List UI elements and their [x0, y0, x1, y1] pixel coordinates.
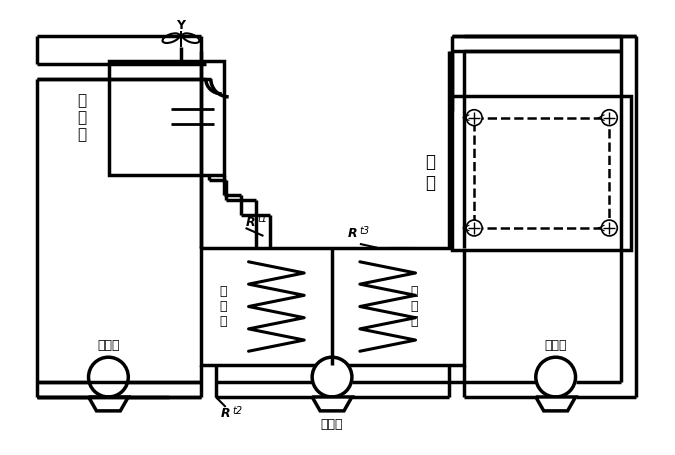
Circle shape — [88, 357, 128, 397]
Text: Y: Y — [176, 19, 186, 32]
Text: t1: t1 — [257, 214, 267, 224]
Bar — [474, 118, 610, 228]
Bar — [452, 96, 631, 250]
Polygon shape — [312, 397, 352, 411]
Polygon shape — [536, 397, 576, 411]
Text: t2: t2 — [233, 406, 243, 416]
Text: 冷
却
塔: 冷 却 塔 — [77, 93, 86, 142]
Circle shape — [466, 220, 482, 236]
Circle shape — [536, 357, 576, 397]
Text: 冷冻泵: 冷冻泵 — [545, 339, 567, 352]
Circle shape — [466, 110, 482, 126]
Polygon shape — [88, 397, 128, 411]
Circle shape — [601, 220, 617, 236]
Text: R: R — [221, 407, 230, 420]
Bar — [201, 248, 464, 365]
Text: 冷却泵: 冷却泵 — [97, 339, 119, 352]
Bar — [109, 61, 223, 175]
Text: 房
间: 房 间 — [425, 153, 435, 192]
Text: R: R — [246, 216, 255, 228]
Text: 冷
冻
水: 冷 冻 水 — [411, 285, 418, 328]
Circle shape — [312, 357, 352, 397]
Circle shape — [601, 110, 617, 126]
Text: t3: t3 — [360, 226, 370, 236]
Text: 压缩机: 压缩机 — [321, 418, 344, 431]
Text: R: R — [348, 228, 358, 240]
Text: 冷
却
水: 冷 却 水 — [219, 285, 226, 328]
